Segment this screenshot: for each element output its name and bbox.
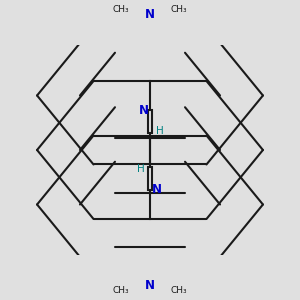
Text: N: N	[145, 278, 155, 292]
Text: CH₃: CH₃	[170, 5, 187, 14]
Text: N: N	[152, 183, 161, 196]
Text: H: H	[136, 164, 144, 174]
Text: H: H	[156, 126, 164, 136]
Text: N: N	[145, 8, 155, 22]
Text: CH₃: CH₃	[113, 5, 130, 14]
Text: CH₃: CH₃	[113, 286, 130, 295]
Text: N: N	[139, 104, 148, 117]
Text: CH₃: CH₃	[170, 286, 187, 295]
